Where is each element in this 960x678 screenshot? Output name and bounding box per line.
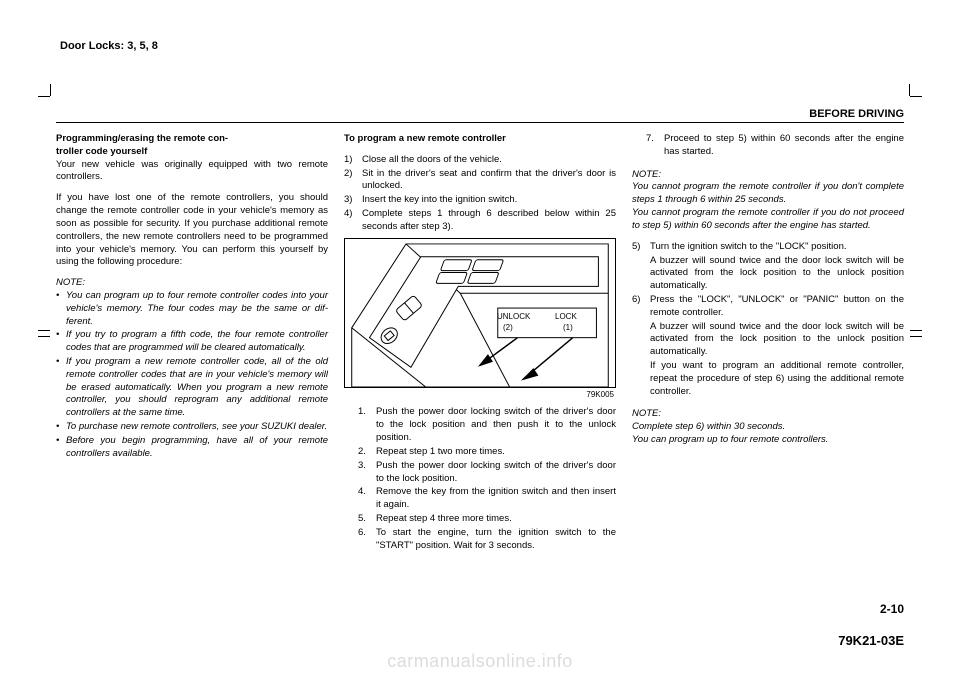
note-label: NOTE: [632,408,904,421]
col1-p1: Your new vehicle was originally equipped… [56,159,328,185]
step-text: Insert the key into the ignition switch. [362,194,616,207]
step-text: Close all the doors of the vehicle. [362,154,616,167]
step-num: 6) [632,294,650,307]
watermark: carmanualsonline.info [0,651,960,672]
footer-code: 79K21-03E [838,633,904,648]
list-item: 1.Push the power door locking switch of … [358,406,616,444]
fig-label-2: (2) [503,324,513,332]
crop-mark [910,96,922,97]
step-num: 4) [344,208,362,221]
list-item: 3)Insert the key into the ignition switc… [344,194,616,207]
step-text: Turn the ignition switch to the "LOCK" p… [650,241,904,254]
col3-steps: 5)Turn the ignition switch to the "LOCK"… [632,241,904,399]
col1-notes: •You can program up to four remote con­t… [56,290,328,461]
fig-label-unlock: UNLOCK [497,313,530,321]
list-item: •You can program up to four remote con­t… [56,290,328,328]
list-item: If you want to program an additional rem… [632,360,904,398]
list-item: 6.To start the engine, turn the ignition… [358,527,616,553]
col2-steps-lower: 1.Push the power door locking switch of … [344,406,616,552]
list-item: 6)Press the "LOCK", "UNLOCK" or "PANIC" … [632,294,904,320]
step-text: Push the power door locking switch of th… [376,460,616,486]
crop-mark [910,330,922,331]
step-text: Repeat step 1 two more times. [376,446,616,459]
col1-heading-line2: troller code yourself [56,146,328,159]
step-num: 4. [358,486,376,499]
note-text: You can program up to four remote con­tr… [66,290,328,328]
list-item: •If you try to program a fifth code, the… [56,329,328,355]
list-item: •If you program a new remote controller … [56,356,328,420]
list-item: 4.Remove the key from the ignition switc… [358,486,616,512]
note-text: To purchase new remote controllers, see … [66,421,328,434]
fig-label-lock: LOCK [555,313,577,321]
crop-mark [910,336,922,337]
col1-p2: If you have lost one of the remote contr… [56,192,328,269]
step-text: Repeat step 4 three more times. [376,513,616,526]
list-item: 2.Repeat step 1 two more times. [358,446,616,459]
figure-code: 79K005 [344,390,616,401]
step-num: 1. [358,406,376,419]
note-text: If you program a new remote controller c… [66,356,328,420]
list-item: •To purchase new remote controllers, see… [56,421,328,434]
page: Door Locks: 3, 5, 8 BEFORE DRIVING Progr… [0,0,960,678]
step-num: 7. [646,133,664,146]
step-text: A buzzer will sound twice and the door l… [650,321,904,359]
crop-mark [38,96,50,97]
step-num: 5. [358,513,376,526]
step-num: 6. [358,527,376,540]
step-text: If you want to program an additional rem… [650,360,904,398]
list-item: •Before you begin programming, have all … [56,435,328,461]
step-text: A buzzer will sound twice and the door l… [650,255,904,293]
content-columns: Programming/erasing the remote con- trol… [56,133,904,553]
top-header: Door Locks: 3, 5, 8 [56,40,904,52]
list-item: 2)Sit in the driver's seat and confirm t… [344,168,616,194]
crop-mark [909,84,910,96]
step-text: To start the engine, turn the ignition s… [376,527,616,553]
crop-mark [50,84,51,96]
step-num: 3) [344,194,362,207]
page-number: 2-10 [880,602,904,616]
note-label: NOTE: [632,169,904,182]
step-text: Press the "LOCK", "UNLOCK" or "PANIC" bu… [650,294,904,320]
step-text: Push the power door locking switch of th… [376,406,616,444]
note-label: NOTE: [56,277,328,290]
list-item: 4)Complete steps 1 through 6 described b… [344,208,616,234]
note-text: You cannot program the remote controller… [632,207,904,233]
list-item: 5)Turn the ignition switch to the "LOCK"… [632,241,904,254]
col3-step7: 7.Proceed to step 5) within 60 seconds a… [632,133,904,159]
step-num: 3. [358,460,376,473]
col2-heading: To program a new remote controller [344,133,616,146]
list-item: 1)Close all the doors of the vehicle. [344,154,616,167]
section-header: BEFORE DRIVING [56,108,904,123]
list-item: 7.Proceed to step 5) within 60 seconds a… [646,133,904,159]
step-text: Remove the key from the ignition switch … [376,486,616,512]
col1-heading-line1: Programming/erasing the remote con- [56,133,328,146]
list-item: 3.Push the power door locking switch of … [358,460,616,486]
step-num: 1) [344,154,362,167]
step-text: Sit in the driver's seat and confirm tha… [362,168,616,194]
note-text: You cannot program the remote controller… [632,181,904,207]
fig-label-1: (1) [563,324,573,332]
note-text: Complete step 6) within 30 seconds. [632,421,904,434]
step-text: Proceed to step 5) within 60 seconds aft… [664,133,904,159]
list-item: A buzzer will sound twice and the door l… [632,321,904,359]
step-text: Complete steps 1 through 6 described bel… [362,208,616,234]
column-3: 7.Proceed to step 5) within 60 seconds a… [632,133,904,553]
list-item: A buzzer will sound twice and the door l… [632,255,904,293]
note-text: You can program up to four remote contro… [632,434,904,447]
step-num: 2) [344,168,362,181]
note-text: Before you begin programming, have all o… [66,435,328,461]
crop-mark [38,330,50,331]
crop-mark [38,336,50,337]
col2-steps-upper: 1)Close all the doors of the vehicle. 2)… [344,154,616,234]
note-text: If you try to program a fifth code, the … [66,329,328,355]
list-item: 5.Repeat step 4 three more times. [358,513,616,526]
column-1: Programming/erasing the remote con- trol… [56,133,328,553]
door-switch-figure: UNLOCK LOCK (2) (1) [344,238,616,388]
step-num: 2. [358,446,376,459]
step-num: 5) [632,241,650,254]
column-2: To program a new remote controller 1)Clo… [344,133,616,553]
